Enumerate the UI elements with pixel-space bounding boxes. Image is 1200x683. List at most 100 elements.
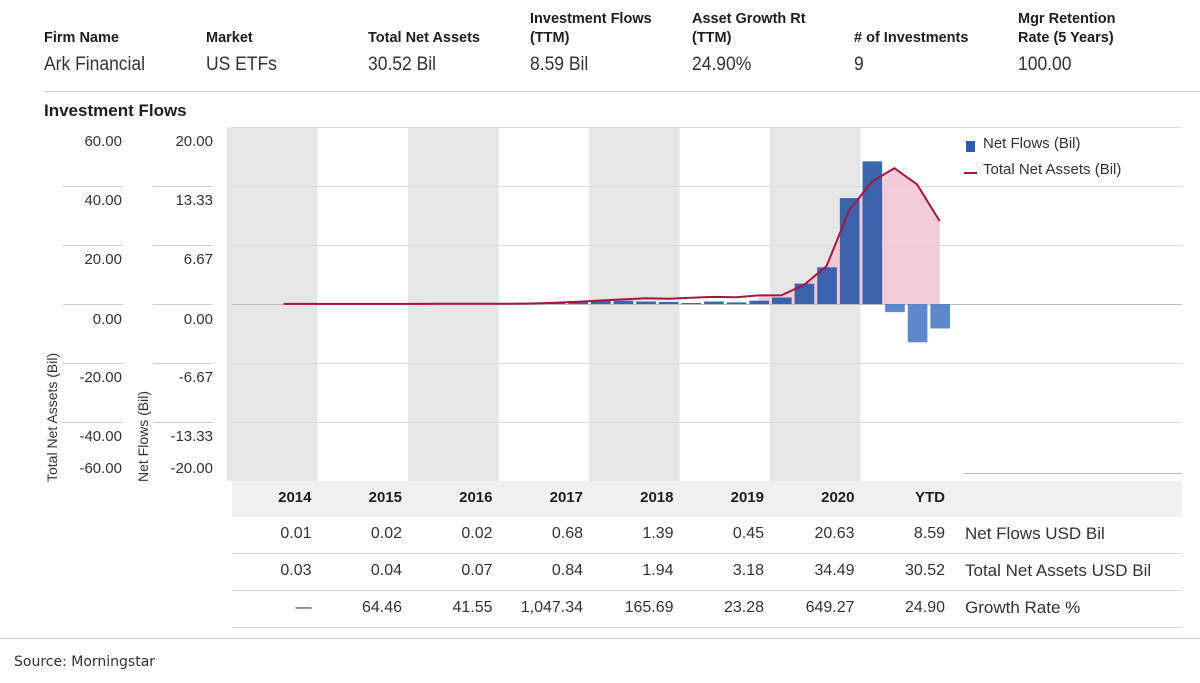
table-row-divider [232,627,1182,628]
table-cell: 8.59 [913,525,945,542]
table-column-header: YTD [915,489,945,506]
summary-divider [44,91,1200,92]
table-cell: 24.90 [904,599,945,616]
left-axis-tick: 0.00 [92,311,122,328]
table-cell: 1.94 [642,562,674,579]
net-flow-bar-YTD-q2 [885,304,905,313]
table-column-header: 2014 [278,489,312,506]
left-axis-tick: -60.00 [79,460,122,477]
net-flow-bar-2018-q4 [658,302,679,304]
legend-label-net-flows: Net Flows (Bil) [983,135,1081,152]
legend-label-total-net-assets: Total Net Assets (Bil) [983,161,1122,178]
total-net-assets-value: 30.52 Bil [368,54,437,75]
table-column-header: 2015 [368,489,402,506]
table-row-divider [232,553,1182,554]
net-flow-bar-2020-q3 [817,267,837,304]
right-axis-separator [153,363,213,364]
section-title: Investment Flows [44,101,187,120]
right-axis-separator [153,245,213,246]
right-axis-separator [153,186,213,187]
num-investments-value: 9 [854,54,864,75]
table-row-label: Net Flows USD Bil [965,524,1105,543]
left-axis-separator [63,304,123,305]
table-cell: 1.39 [642,525,674,542]
footer-divider [0,638,1200,639]
left-axis-separator [63,186,123,187]
right-axis-tick: 13.33 [175,192,213,209]
net-flow-bar-2019-q4 [749,300,769,304]
investment-flows-value: 8.59 Bil [530,54,589,75]
net-flow-bar-YTD-q3 [907,304,928,343]
table-cell: 0.02 [370,525,402,542]
right-axis-tick: -20.00 [170,460,213,477]
mgr-retention-label: Mgr Retention Rate (5 Years) [1018,11,1116,46]
table-row-divider [232,590,1182,591]
table-cell: 41.55 [452,599,493,616]
table-cell: 34.49 [814,562,855,579]
table-column-header: 2016 [459,489,493,506]
table-column-header: 2019 [730,489,764,506]
table-cell: — [295,599,312,616]
left-axis-tick: -40.00 [79,428,122,445]
left-axis-tick: 20.00 [84,251,122,268]
table-column-header: 2018 [640,489,674,506]
table-cell: 0.68 [551,525,583,542]
table-cell: 0.03 [280,562,312,579]
table-cell: 0.45 [732,525,764,542]
market-label: Market [206,30,253,46]
mgr-retention-value: 100.00 [1018,54,1072,75]
table-cell: 0.04 [370,562,402,579]
asset-growth-label: Asset Growth Rt (TTM) [692,11,806,46]
firm-name-label: Firm Name [44,30,119,46]
legend-line-swatch [964,172,977,174]
net-flow-bar-2018-q1 [591,300,611,304]
net-flow-bar-2020-q1 [772,297,792,304]
tna-line [283,167,941,305]
table-row-label: Growth Rate % [965,598,1081,617]
table-cell: 20.63 [814,525,855,542]
left-axis-tick: 60.00 [84,133,122,150]
net-flow-bar-2020-q4 [839,198,860,304]
market-value: US ETFs [206,54,277,75]
table-cell: 30.52 [904,562,945,579]
investment-flows-label: Investment Flows (TTM) [530,11,652,46]
table-row-label: Total Net Assets USD Bil [965,561,1152,580]
table-header [232,481,1182,517]
net-flow-bar-2019-q3 [726,302,747,304]
asset-growth-value: 24.90% [692,54,752,75]
net-flow-bar-2019-q2 [704,301,724,304]
table-cell: 23.28 [723,599,764,616]
table-column-header: 2020 [821,489,855,506]
firm-name-value: Ark Financial [44,54,146,75]
net-flow-bar-2019-q1 [681,303,702,304]
total-net-assets-label: Total Net Assets [368,30,480,46]
table-cell: 0.07 [461,562,493,579]
right-axis-separator [153,304,213,305]
table-column-header: 2017 [549,489,583,506]
table-cell: 0.84 [551,562,583,579]
net-flow-bar-YTD-q4 [930,304,950,329]
table-cell: 64.46 [361,599,402,616]
right-axis-tick: 0.00 [183,311,213,328]
net-flow-bar-2020-q2 [794,283,815,304]
source-note: Source: Morningstar [14,654,156,670]
right-axis-separator [153,422,213,423]
right-axis-tick: -6.67 [178,369,213,386]
left-axis-tick: -20.00 [79,369,122,386]
left-axis-separator [63,363,123,364]
summary-header: Firm Name Ark Financial Market US ETFs T… [0,0,1200,92]
net-flow-bar-YTD-q1 [862,161,883,304]
table-cell: 3.18 [732,562,764,579]
right-axis-tick: -13.33 [170,428,213,445]
table-cell: 0.01 [280,525,312,542]
left-axis-separator [63,245,123,246]
left-axis-separator [63,422,123,423]
left-axis-tick: 40.00 [84,192,122,209]
net-flow-bar-2018-q2 [613,300,634,304]
right-axis-tick: 20.00 [175,133,213,150]
legend-bar-swatch [966,141,975,152]
table-cell: 649.27 [805,599,855,616]
legend-divider [964,473,1182,474]
table-cell: 0.02 [461,525,493,542]
